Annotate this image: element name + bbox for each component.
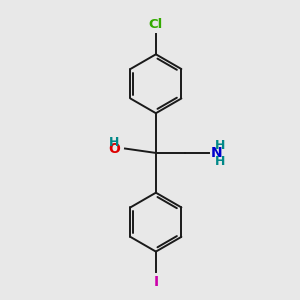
Text: H: H — [109, 136, 119, 148]
Text: N: N — [210, 146, 222, 160]
Text: Cl: Cl — [149, 18, 163, 31]
Text: O: O — [109, 142, 121, 156]
Text: I: I — [153, 274, 158, 289]
Text: H: H — [214, 139, 225, 152]
Text: H: H — [214, 155, 225, 168]
